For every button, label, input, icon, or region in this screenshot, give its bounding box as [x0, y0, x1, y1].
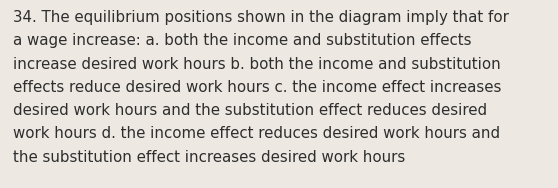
Text: the substitution effect increases desired work hours: the substitution effect increases desire…: [13, 150, 405, 165]
Text: effects reduce desired work hours c. the income effect increases: effects reduce desired work hours c. the…: [13, 80, 502, 95]
Text: a wage increase: a. both the income and substitution effects: a wage increase: a. both the income and …: [13, 33, 472, 48]
Text: 34. The equilibrium positions shown in the diagram imply that for: 34. The equilibrium positions shown in t…: [13, 10, 509, 25]
Text: work hours d. the income effect reduces desired work hours and: work hours d. the income effect reduces …: [13, 127, 500, 142]
Text: desired work hours and the substitution effect reduces desired: desired work hours and the substitution …: [13, 103, 487, 118]
Text: increase desired work hours b. both the income and substitution: increase desired work hours b. both the …: [13, 57, 501, 72]
